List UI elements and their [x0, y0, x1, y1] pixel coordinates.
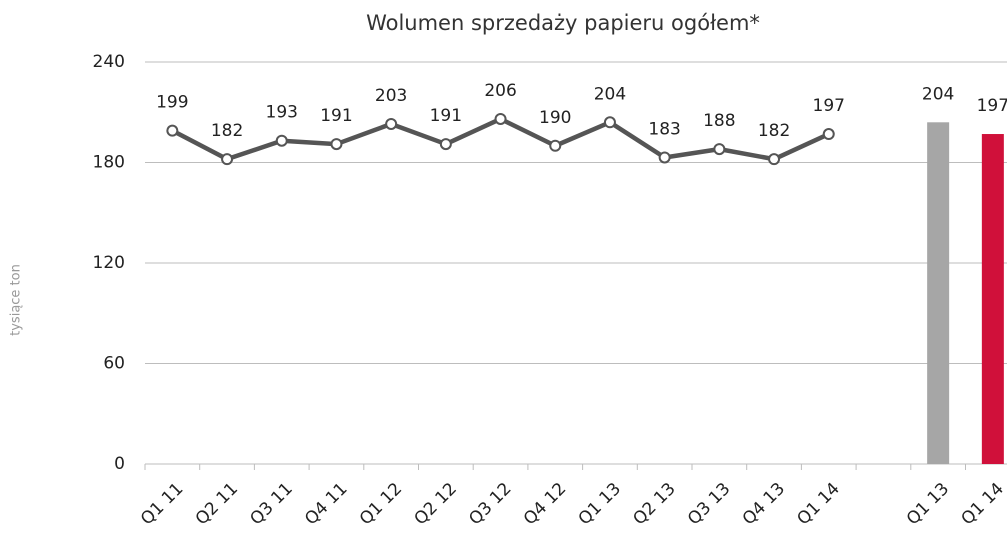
data-label: 204 [922, 84, 954, 104]
y-tick-label: 180 [93, 153, 125, 173]
point [221, 153, 234, 166]
point [494, 112, 507, 125]
data-label: 190 [539, 108, 571, 128]
data-label: 182 [211, 121, 243, 141]
point [822, 128, 835, 141]
point [439, 138, 452, 151]
data-label: 188 [703, 111, 735, 131]
chart-title: Wolumen sprzedaży papieru ogółem* [366, 11, 760, 35]
x-tick-label: Q3 13 [684, 479, 734, 529]
data-label: 191 [320, 106, 352, 126]
point [330, 138, 343, 151]
data-label: 199 [156, 93, 188, 113]
data-label: 203 [375, 86, 407, 106]
data-label: 206 [484, 81, 516, 101]
bar [927, 122, 950, 465]
y-tick-label: 240 [93, 52, 125, 72]
bar [981, 134, 1004, 464]
point [768, 153, 781, 166]
data-label: 183 [648, 119, 680, 139]
x-tick-label: Q1 14 [793, 479, 843, 529]
point [658, 151, 671, 164]
y-tick-label: 0 [114, 454, 125, 474]
point [385, 117, 398, 130]
data-label: 193 [266, 103, 298, 123]
point [603, 116, 616, 129]
point [275, 134, 288, 147]
x-tick-label: Q3 11 [246, 479, 296, 529]
data-label: 182 [758, 121, 790, 141]
x-tick-label: Q2 11 [192, 479, 242, 529]
data-label: 197 [813, 96, 845, 116]
x-tick-label: Q3 12 [465, 479, 515, 529]
x-tick-label: Q4 11 [301, 479, 351, 529]
point [549, 139, 562, 152]
y-axis-label: tysiące ton [9, 264, 24, 336]
data-label: 204 [594, 84, 626, 104]
point [713, 143, 726, 156]
data-label: 191 [430, 106, 462, 126]
x-tick-label: Q1 13 [575, 479, 625, 529]
x-tick-label: Q2 13 [629, 479, 679, 529]
x-tick-label: Q1 11 [137, 479, 187, 529]
x-tick-label: Q4 13 [739, 479, 789, 529]
x-tick-label: Q1 13 [903, 479, 953, 529]
x-tick-label: Q1 12 [356, 479, 406, 529]
y-tick-label: 60 [103, 354, 125, 374]
data-label: 197 [977, 96, 1007, 116]
y-tick-label: 120 [93, 253, 125, 273]
x-tick-label: Q1 14 [958, 479, 1007, 529]
point [166, 124, 179, 137]
x-tick-label: Q4 12 [520, 479, 570, 529]
x-tick-label: Q2 12 [411, 479, 461, 529]
